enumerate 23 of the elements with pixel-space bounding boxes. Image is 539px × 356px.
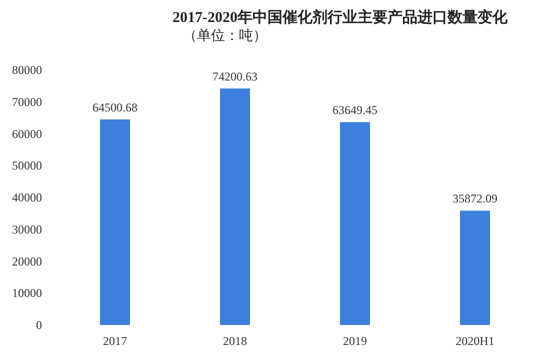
chart-title: 2017-2020年中国催化剂行业主要产品进口数量变化 [172,8,508,26]
y-tick-label: 20000 [12,254,42,268]
bar [100,119,130,325]
x-tick-label: 2017 [103,334,127,348]
y-tick-label: 60000 [12,126,42,141]
y-tick-label: 30000 [12,222,42,236]
data-label: 35872.09 [452,192,498,206]
x-tick-label: 2018 [223,334,247,348]
y-tick-label: 0 [36,318,42,332]
y-tick-label: 40000 [12,190,42,204]
data-label: 74200.63 [212,69,258,84]
y-tick-label: 80000 [12,63,42,77]
x-tick-label: 2020H1 [456,334,494,348]
bar [340,122,370,325]
data-label: 64500.68 [92,100,138,114]
bar [460,210,490,325]
data-label: 63649.45 [332,103,378,118]
x-tick-label: 2019 [343,334,367,348]
bar [220,88,250,325]
chart-subtitle: （单位：吨） [183,28,267,44]
y-tick-label: 50000 [12,158,42,173]
y-tick-label: 10000 [12,286,42,300]
y-tick-label: 70000 [12,94,42,109]
